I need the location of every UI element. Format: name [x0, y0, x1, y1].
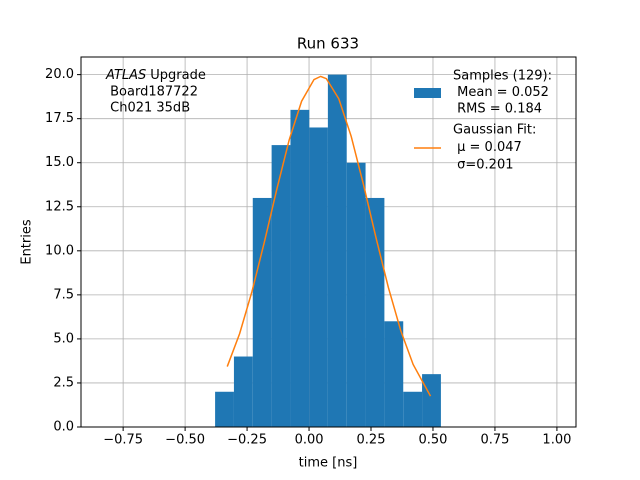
y-tick-label: 10.0 [45, 243, 74, 258]
bar [384, 321, 404, 427]
axes-frame [80, 56, 577, 428]
bar [271, 145, 291, 427]
annotation-italic: ATLAS [105, 68, 146, 83]
bar [215, 391, 234, 427]
bar [233, 356, 253, 427]
annotation: ATLAS Upgrade [105, 68, 206, 83]
x-tick-label: 0.75 [480, 433, 509, 448]
y-tick-label: 12.5 [45, 199, 74, 214]
x-tick-label: 0.50 [419, 433, 448, 448]
x-tick-label: −0.50 [165, 433, 205, 448]
bar [309, 127, 328, 427]
bar [422, 374, 441, 427]
annotation: Board187722 [106, 85, 198, 100]
x-tick-label: 0.00 [295, 433, 324, 448]
y-tick-label: 0.0 [53, 420, 74, 435]
y-tick-label: 15.0 [45, 155, 74, 170]
legend-label: μ = 0.047 [453, 140, 522, 155]
bar [290, 109, 310, 427]
x-tick-label: −0.25 [227, 433, 267, 448]
legend: Samples (129): Mean = 0.052 RMS = 0.184 G… [414, 69, 552, 173]
annotation-text: Upgrade [150, 68, 206, 83]
y-tick-label: 20.0 [45, 67, 74, 82]
bar [403, 391, 423, 427]
x-tick-label: −0.75 [103, 433, 143, 448]
fit-line [226, 75, 432, 397]
bar [327, 74, 347, 427]
chart-title: Run 633 [297, 35, 359, 53]
x-tick-label: 1.00 [542, 433, 571, 448]
x-axis-label: time [ns] [299, 456, 358, 471]
marks [215, 74, 441, 427]
y-tick-label: 2.5 [53, 375, 74, 390]
legend-swatch [414, 88, 441, 98]
bar [252, 197, 272, 427]
legend-label: Mean = 0.052 [453, 85, 549, 100]
legend-label: Gaussian Fit: [453, 123, 536, 138]
annotation: Ch021 35dB [106, 101, 190, 116]
legend-label: σ=0.201 [453, 158, 513, 173]
legend-label: Samples (129): [453, 69, 552, 84]
y-tick-label: 7.5 [53, 287, 74, 302]
x-tick-label: 0.25 [357, 433, 386, 448]
legend-label: RMS = 0.184 [453, 102, 542, 117]
y-tick-label: 17.5 [45, 111, 74, 126]
y-tick-label: 5.0 [53, 331, 74, 346]
y-axis-label: Entries [20, 219, 35, 265]
bar [346, 162, 366, 427]
